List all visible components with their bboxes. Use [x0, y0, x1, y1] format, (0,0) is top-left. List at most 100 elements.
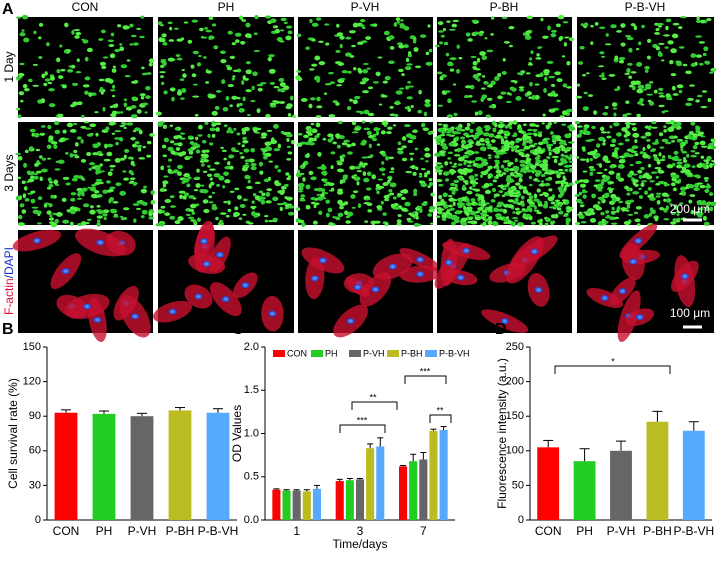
cell [430, 192, 435, 197]
cell [485, 114, 491, 118]
cell [384, 198, 390, 202]
bar [366, 448, 375, 520]
cell [700, 19, 705, 24]
cell [496, 208, 501, 212]
cell [706, 183, 710, 188]
cell [465, 168, 473, 173]
cell [442, 27, 447, 32]
cell [169, 124, 174, 127]
cell [335, 102, 340, 106]
cell [387, 156, 395, 160]
cell [336, 190, 344, 195]
cell [195, 149, 201, 154]
cell [272, 25, 279, 29]
cell [17, 222, 25, 226]
cell [646, 138, 651, 142]
cell [446, 114, 453, 119]
bar [272, 489, 281, 520]
cell [710, 138, 716, 142]
nucleus [215, 251, 224, 258]
cell [188, 208, 195, 212]
cell [308, 127, 314, 133]
cell [464, 126, 471, 131]
cell [468, 94, 473, 98]
cell [456, 68, 460, 74]
cell [349, 165, 356, 170]
cell [179, 78, 185, 81]
cell [526, 132, 534, 135]
cell [242, 198, 248, 202]
cell [671, 33, 679, 39]
cell [280, 130, 285, 134]
cell [481, 75, 486, 78]
cell [84, 56, 89, 62]
cell [234, 206, 239, 211]
cell [676, 84, 684, 89]
cell [604, 168, 608, 172]
cell [136, 109, 142, 114]
cell [148, 58, 154, 64]
cell [155, 111, 162, 116]
cell [208, 35, 215, 40]
cell [667, 40, 674, 45]
cell [214, 122, 222, 126]
cell [311, 63, 318, 67]
cell [548, 188, 553, 192]
nucleus [353, 284, 362, 291]
cell [346, 143, 352, 148]
cell [23, 186, 28, 191]
cell [700, 135, 706, 138]
cell [92, 143, 98, 147]
cell [113, 215, 119, 218]
cell [285, 172, 290, 176]
cell [384, 75, 391, 81]
cell [124, 74, 131, 78]
cell [225, 96, 230, 101]
cell [514, 170, 518, 174]
cell [582, 190, 588, 193]
cell [621, 127, 628, 132]
cell [655, 27, 660, 32]
cell [618, 159, 625, 164]
cell [627, 213, 634, 216]
cell [119, 46, 125, 52]
cell [260, 132, 268, 137]
cell [403, 44, 409, 49]
cell [548, 108, 556, 113]
cell [114, 130, 122, 133]
cell [170, 205, 176, 208]
cell [412, 38, 417, 44]
cell [469, 84, 475, 90]
scale-bar-label: 100 μm [670, 306, 710, 320]
cell [637, 169, 643, 174]
cell [548, 75, 556, 79]
cell [454, 131, 462, 135]
cell [361, 26, 366, 30]
cell [187, 216, 195, 220]
cell [584, 130, 591, 136]
cell [635, 206, 642, 210]
cell [479, 174, 484, 178]
legend-label: P-BH [401, 348, 423, 358]
cell [111, 68, 117, 73]
significance-label: ** [369, 392, 377, 402]
cell [140, 15, 145, 19]
cell [231, 77, 235, 81]
cell [337, 188, 343, 192]
cell [599, 196, 605, 201]
cell [704, 60, 709, 64]
cell [474, 131, 482, 137]
cell [658, 104, 665, 108]
cell [541, 122, 545, 125]
cell [44, 78, 51, 82]
cell [666, 164, 674, 169]
cell [537, 131, 543, 134]
cell [520, 202, 525, 207]
cell [138, 157, 146, 160]
cell [640, 182, 645, 187]
x-tick-label: P-B-VH [673, 524, 714, 538]
cell [520, 195, 525, 200]
cell [242, 213, 247, 216]
cell [671, 85, 676, 91]
cell [345, 220, 351, 224]
